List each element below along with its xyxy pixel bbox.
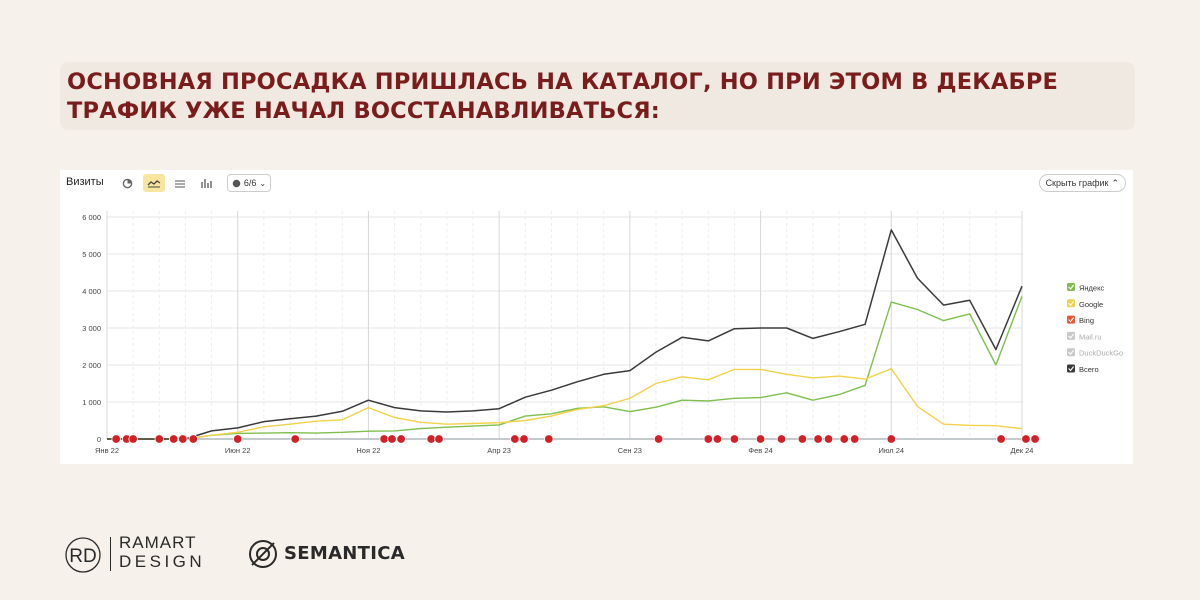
x-tick-label: Июл 24 bbox=[878, 446, 904, 455]
pie-chart-icon[interactable] bbox=[117, 174, 137, 192]
series-line-1 bbox=[107, 367, 1023, 440]
x-tick-label: Июн 22 bbox=[225, 446, 251, 455]
legend-swatch bbox=[1067, 331, 1075, 340]
chevron-down-icon: ⌄ bbox=[259, 178, 267, 188]
annotation-marker bbox=[111, 434, 121, 444]
y-tick-label: 4 000 bbox=[82, 287, 101, 296]
annotation-marker bbox=[813, 434, 823, 444]
annotation-marker bbox=[387, 434, 397, 444]
legend-check-icon bbox=[1068, 317, 1075, 323]
hide-chart-button[interactable]: Скрыть график ⌃ bbox=[1038, 174, 1126, 192]
annotation-marker bbox=[434, 434, 444, 444]
comment-icon bbox=[232, 179, 241, 187]
annotation-marker bbox=[168, 434, 179, 444]
legend-swatch bbox=[1067, 283, 1075, 291]
logo-divider bbox=[110, 537, 111, 571]
annotation-marker bbox=[379, 434, 389, 444]
chevron-up-icon: ⌃ bbox=[1111, 177, 1119, 188]
annotation-marker bbox=[290, 434, 300, 444]
annotation-marker bbox=[178, 434, 188, 444]
annotation-marker bbox=[886, 434, 896, 444]
annotation-marker bbox=[653, 434, 664, 444]
y-tick-label: 2 000 bbox=[82, 361, 101, 370]
visits-line-chart: 0 1 000 2 000 3 000 4 000 5 000 6 000 Янв 22 Июн… bbox=[82, 211, 1123, 455]
x-tick-label: Дек 24 bbox=[1011, 446, 1034, 455]
chart-panel: Визиты 6/6 ⌄ Скрыть график ⌃ 0 1 000 2 000… bbox=[60, 170, 1133, 464]
annotation-marker bbox=[544, 434, 554, 444]
y-tick-label: 5 000 bbox=[82, 250, 101, 259]
legend-check-icon bbox=[1068, 284, 1075, 290]
annotation-marker bbox=[996, 434, 1006, 444]
annotation-marker bbox=[233, 434, 243, 444]
chart-toolbar: Визиты 6/6 ⌄ Скрыть график ⌃ bbox=[60, 170, 1133, 196]
x-tick-label: Фев 24 bbox=[748, 446, 772, 455]
annotation-marker bbox=[1030, 434, 1040, 444]
legend-check-icon bbox=[1068, 300, 1075, 307]
legend-label: Mail.ru bbox=[1079, 332, 1102, 341]
x-tick-label: Ноя 22 bbox=[356, 446, 380, 455]
ramart-line1: RAMART bbox=[119, 533, 197, 552]
rd-monogram-text: RD bbox=[69, 546, 96, 567]
annotation-marker bbox=[188, 434, 198, 444]
legend-check-icon bbox=[1068, 349, 1075, 356]
x-tick-label: Янв 22 bbox=[95, 446, 119, 455]
annotation-marker bbox=[823, 434, 834, 444]
y-tick-label: 1 000 bbox=[82, 398, 101, 407]
bar-chart-icon[interactable] bbox=[196, 174, 216, 192]
x-tick-label: Апр 23 bbox=[487, 446, 511, 455]
legend-swatch bbox=[1067, 315, 1075, 324]
segments-dropdown-label: 6/6 bbox=[243, 178, 257, 188]
legend-label: Яндекс bbox=[1079, 284, 1104, 293]
annotation-marker bbox=[797, 434, 808, 444]
legend-label: Bing bbox=[1079, 316, 1094, 325]
legend-label: Всего bbox=[1079, 365, 1099, 374]
annotation-marker bbox=[154, 434, 164, 444]
legend-swatch bbox=[1067, 299, 1075, 308]
legend-label: Google bbox=[1079, 300, 1103, 309]
headline-text: Основная просадка пришлась на каталог, н… bbox=[67, 69, 1059, 124]
x-tick-label: Сен 23 bbox=[618, 446, 642, 455]
chart-metric-title: Визиты bbox=[66, 176, 104, 188]
series-line-5 bbox=[107, 229, 1023, 440]
headline-banner: Основная просадка пришлась на каталог, н… bbox=[60, 62, 1135, 130]
area-chart-icon[interactable] bbox=[170, 174, 190, 192]
annotation-marker bbox=[849, 434, 860, 444]
annotation-marker bbox=[712, 434, 723, 444]
y-tick-label: 0 bbox=[97, 435, 101, 444]
annotation-marker bbox=[839, 434, 849, 444]
annotation-marker bbox=[1021, 434, 1031, 444]
annotation-marker bbox=[426, 434, 436, 444]
annotation-marker bbox=[755, 434, 766, 444]
semantica-logo-text: SEMANTICA bbox=[284, 543, 405, 564]
legend-check-icon bbox=[1068, 333, 1075, 339]
annotation-marker bbox=[519, 434, 529, 444]
hide-chart-label: Скрыть график bbox=[1045, 178, 1109, 188]
annotation-marker bbox=[776, 434, 787, 444]
rd-monogram-logo: RD bbox=[65, 537, 101, 573]
line-chart-icon[interactable] bbox=[143, 174, 165, 192]
semantica-logo-icon bbox=[249, 540, 277, 568]
annotation-marker bbox=[396, 434, 406, 444]
annotation-marker bbox=[729, 434, 740, 444]
annotation-marker bbox=[703, 434, 713, 444]
y-tick-label: 3 000 bbox=[82, 324, 101, 333]
ramart-design-logo: RAMART DESIGN bbox=[119, 533, 205, 571]
legend-check-icon bbox=[1068, 366, 1075, 372]
annotation-marker bbox=[128, 434, 138, 444]
annotation-marker bbox=[510, 434, 520, 444]
legend-swatch bbox=[1067, 348, 1075, 357]
legend-swatch bbox=[1067, 364, 1075, 373]
ramart-line2: DESIGN bbox=[119, 552, 206, 571]
legend-label: DuckDuckGo bbox=[1079, 349, 1123, 358]
segments-dropdown[interactable]: 6/6 ⌄ bbox=[227, 174, 271, 192]
series-line-0 bbox=[107, 295, 1023, 440]
y-tick-label: 6 000 bbox=[82, 213, 101, 222]
